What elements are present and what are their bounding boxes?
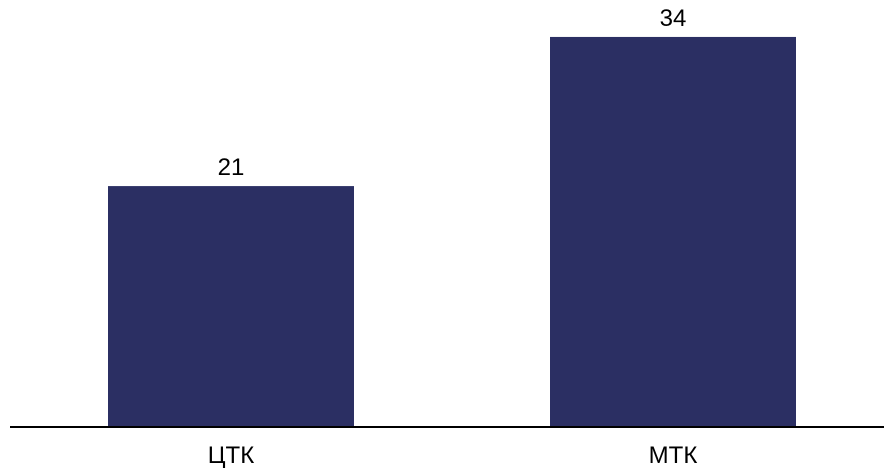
x-tick-labels-layer: ЦТК МТК — [208, 442, 698, 469]
x-tick-label-2: МТК — [649, 442, 698, 469]
data-label-2: 34 — [660, 5, 687, 32]
x-tick-label-1: ЦТК — [208, 442, 254, 469]
bar-1 — [108, 186, 354, 427]
bars-layer — [108, 36, 796, 427]
data-labels-layer: 21 34 — [218, 5, 687, 181]
bar-2 — [550, 36, 796, 427]
data-label-1: 21 — [218, 154, 245, 181]
